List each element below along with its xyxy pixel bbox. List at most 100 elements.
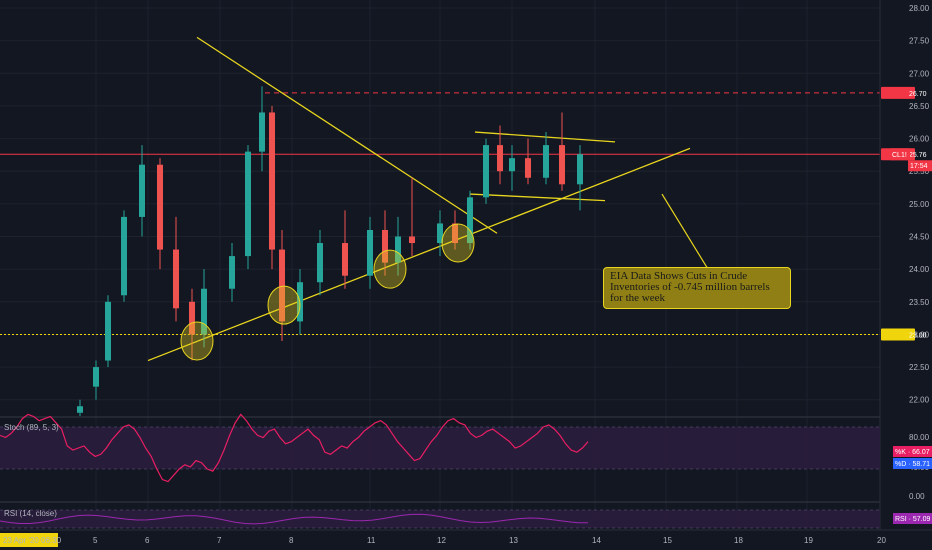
support-trendline [147,147,691,362]
time-tick-label: 5 [93,536,98,545]
support-circles [180,223,475,361]
price-tick-label: 27.50 [909,37,930,46]
candle-body [157,164,163,250]
annotation-line-1: EIA Data Shows Cuts in Crude [610,270,748,282]
candle-body [279,249,285,322]
price-tick-label: 26.50 [909,102,930,111]
price-tick-label: 27.00 [909,69,930,78]
stoch-k-line [0,413,589,483]
stoch-k-tag [893,446,932,457]
annotation-line-3: for the week [610,292,665,304]
candle-body [452,223,458,244]
stoch-d-label: %D · 58.71 [895,461,930,468]
candle-body [173,249,179,309]
candle-body [259,112,265,152]
price-tick-label: 24.00 [909,265,930,274]
candle-body [559,145,565,185]
price-level-label: 23.00 [909,332,927,339]
support-touch-circle [180,321,214,361]
candle-body [342,243,348,276]
price-level-tag [881,86,915,99]
candle-body [229,256,235,289]
candle-body [201,288,207,335]
stoch-pane: Stoch (89, 5, 3) 80.0040.000.00%K · 66.0… [0,413,932,501]
rsi-band [0,510,880,528]
candle-body [437,223,443,244]
price-tick-label: 22.50 [909,363,930,372]
rsi-value-label: RSI · 57.09 [895,516,931,523]
candle-body [317,243,323,283]
time-cursor-tag [0,533,58,547]
price-tick-label: 25.00 [909,200,930,209]
support-touch-circle [441,223,475,263]
channel-bottom-line [469,193,606,202]
price-tick-label: 23.50 [909,298,930,307]
time-tick-label: 18 [734,536,743,545]
candle-body [189,301,195,335]
price-level-tag [881,328,915,341]
stoch-tick-label: 80.00 [909,433,930,442]
time-tick-label: 11 [367,536,376,545]
candle-body [543,145,549,178]
candle-body [269,112,275,250]
candle-body [105,301,111,361]
time-tick-label: 20 [877,536,886,545]
candle-body [245,151,251,257]
time-axis-bg [0,530,932,550]
candle-body [77,406,83,413]
candle-body [139,164,145,217]
time-tick-label: 6 [145,536,150,545]
price-tick-label: 22.00 [909,396,930,405]
candle-body [395,236,401,263]
candle-body [382,229,388,263]
candle-body [367,229,373,276]
rsi-title: RSI (14, close) [4,509,57,518]
symbol-label: CL1! [892,152,907,159]
price-tick-label: 25.50 [909,167,930,176]
time-tick-label: 7 [217,536,222,545]
candle-body [409,236,415,244]
candle-body [525,158,531,178]
symbol-tag [890,148,910,161]
eia-annotation[interactable]: EIA Data Shows Cuts in Crude Inventories… [603,267,791,309]
candle-body [93,367,99,387]
stoch-d-tag [893,458,932,469]
time-tick-label: 19 [804,536,813,545]
stoch-k-label: %K · 66.07 [895,449,930,456]
trendlines [147,36,717,362]
stoch-title: Stoch (89, 5, 3) [4,423,59,432]
time-axis: 5 6 7 8 11 12 13 14 15 18 19 20 23 Apr '20 06:30 [0,529,932,550]
candle-body [121,216,127,296]
price-level-label: 26.70 [909,91,927,98]
time-tick-label: 13 [509,536,518,545]
price-levels [0,92,880,335]
support-touch-circle [267,285,301,325]
price-tags: 26.70 25.76 23.00 CL1!17:54 [881,86,932,341]
price-tick-label: 23.00 [909,330,930,339]
channel-top-line [474,131,616,143]
price-tick-label: 24.50 [909,233,930,242]
rsi-tag [893,513,932,524]
countdown-label: 17:54 [910,163,928,170]
stoch-band [0,427,880,469]
price-tick-label: 28.00 [909,4,930,13]
stoch-tick-label: 0.00 [909,492,925,501]
price-level-label: 25.76 [909,152,927,159]
candle-body [577,154,583,185]
rsi-pane: RSI (14, close) RSI · 57.09 [0,509,932,529]
candle-body [509,158,515,172]
candle-body [467,197,473,244]
resistance-trendline [196,36,498,234]
time-cursor-label: 23 Apr '20 06:30 [3,536,62,545]
candles [77,86,583,417]
candle-body [497,145,503,172]
time-tick-label: 12 [437,536,446,545]
rsi-line [0,513,588,525]
support-touch-circle [373,249,407,289]
time-tick-label: 8 [289,536,294,545]
candle-body [483,145,489,198]
time-tick-label: 15 [663,536,672,545]
price-tick-label: 26.00 [909,135,930,144]
annotation-line-2: Inventories of -0.745 million barrels [610,281,770,293]
